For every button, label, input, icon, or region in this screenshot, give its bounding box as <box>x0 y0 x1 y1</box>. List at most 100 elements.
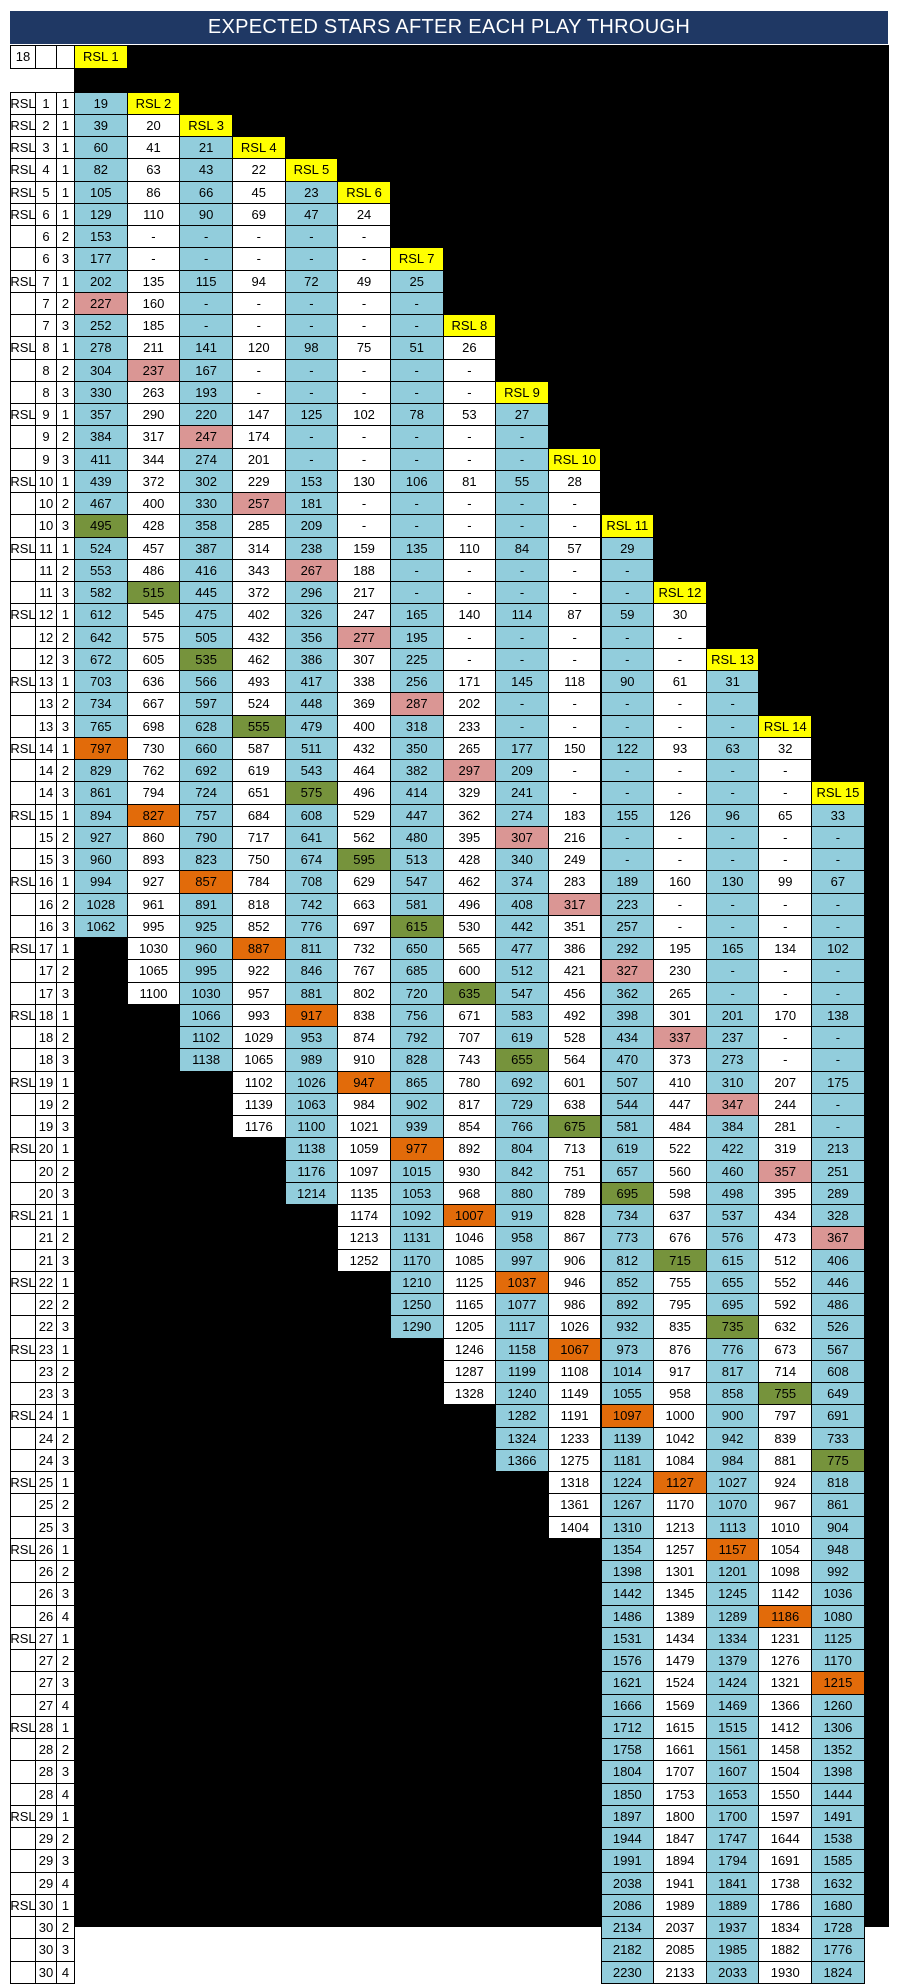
level-cell: 30 <box>35 1938 57 1962</box>
value-cell: 340 <box>495 848 549 872</box>
rsl-marker-cell <box>10 291 36 315</box>
level-cell: 26 <box>35 1537 57 1561</box>
value-cell: 529 <box>337 803 391 827</box>
value-cell: 881 <box>758 1448 813 1472</box>
value-cell: 237 <box>705 1026 760 1050</box>
level-cell: 25 <box>35 1515 57 1539</box>
value-cell: 724 <box>179 781 233 805</box>
level-cell: 30 <box>35 1893 57 1917</box>
play-cell: 3 <box>56 781 75 805</box>
value-cell: 467 <box>74 492 128 516</box>
value-cell: 638 <box>547 1092 602 1116</box>
value-cell: 432 <box>231 625 286 649</box>
value-cell: 904 <box>811 1515 865 1539</box>
column-header-rsl-12: RSL 12 <box>653 581 707 605</box>
value-cell: 789 <box>547 1181 602 1205</box>
value-cell: 1170 <box>653 1493 707 1517</box>
value-cell: 1014 <box>600 1359 655 1383</box>
value-cell: 21 <box>179 136 233 160</box>
value-cell: 1776 <box>811 1938 865 1962</box>
value-cell: 1210 <box>389 1270 444 1294</box>
value-cell: 408 <box>495 892 549 916</box>
value-cell: - <box>600 581 655 605</box>
value-cell: 552 <box>758 1270 813 1294</box>
value-cell: 1882 <box>758 1938 813 1962</box>
value-cell: 958 <box>495 1226 549 1250</box>
value-cell: 1097 <box>337 1159 391 1183</box>
value-cell: 874 <box>337 1026 391 1050</box>
value-cell: 170 <box>758 1003 813 1027</box>
value-cell: 134 <box>758 937 813 961</box>
value-cell: 1030 <box>179 981 233 1005</box>
level-cell: 27 <box>35 1626 57 1650</box>
value-cell: 1444 <box>811 1782 865 1806</box>
level-cell: 12 <box>35 603 57 627</box>
value-cell: - <box>811 914 865 938</box>
play-cell: 3 <box>56 447 75 471</box>
value-cell: 167 <box>179 358 233 382</box>
value-cell: 637 <box>653 1204 707 1228</box>
value-cell: 641 <box>284 825 339 849</box>
value-cell: 498 <box>705 1181 760 1205</box>
value-cell: 428 <box>442 848 497 872</box>
value-cell: 892 <box>600 1293 655 1317</box>
rsl-marker-cell <box>10 1671 36 1695</box>
stars-table: 18 RSL 1 RSL 2 RSL 3 RSL 4 RSL 5 RSL 6 RSL 7 RSL… <box>10 45 889 1984</box>
level-cell: 26 <box>35 1582 57 1606</box>
value-cell: 734 <box>600 1204 655 1228</box>
value-cell: - <box>547 714 602 738</box>
play-cell: 3 <box>56 981 75 1005</box>
column-header-rsl-3: RSL 3 <box>179 113 233 137</box>
value-cell: 1233 <box>547 1426 602 1450</box>
value-cell: - <box>600 692 655 716</box>
value-cell: 84 <box>495 536 549 560</box>
value-cell: 442 <box>495 914 549 938</box>
value-cell: - <box>495 647 549 671</box>
value-cell: - <box>547 558 602 582</box>
value-cell: - <box>442 492 497 516</box>
value-cell: 33 <box>811 803 865 827</box>
value-cell: - <box>811 1115 865 1139</box>
value-cell: - <box>705 781 760 805</box>
value-cell: - <box>758 914 813 938</box>
value-cell: 319 <box>758 1137 813 1161</box>
value-cell: 1728 <box>811 1916 865 1940</box>
play-cell: 1 <box>56 1270 75 1294</box>
column-header-rsl-15: RSL 15 <box>811 781 865 805</box>
value-cell: 1287 <box>442 1359 497 1383</box>
value-cell: 757 <box>179 803 233 827</box>
value-cell: 1246 <box>442 1337 497 1361</box>
value-cell: 153 <box>74 225 128 249</box>
play-cell: 3 <box>56 1382 75 1406</box>
column-header-rsl-4: RSL 4 <box>231 136 286 160</box>
value-cell: 876 <box>653 1337 707 1361</box>
level-cell: 8 <box>35 336 57 360</box>
highlight-orange-cell: 1097 <box>600 1404 655 1428</box>
value-cell: 818 <box>811 1471 865 1495</box>
value-cell: 290 <box>126 403 181 427</box>
value-cell: 150 <box>547 736 602 760</box>
value-cell: 1000 <box>653 1404 707 1428</box>
play-cell: 1 <box>56 136 75 160</box>
value-cell: - <box>547 781 602 805</box>
value-cell: 1794 <box>705 1849 760 1873</box>
level-cell: 6 <box>35 247 57 271</box>
level-cell: 5 <box>35 180 57 204</box>
value-cell: 927 <box>74 825 128 849</box>
play-cell: 4 <box>56 1960 75 1984</box>
value-cell: 314 <box>231 536 286 560</box>
value-cell: 1252 <box>337 1248 391 1272</box>
value-cell: 581 <box>600 1115 655 1139</box>
value-cell: 526 <box>811 1315 865 1339</box>
value-cell: 456 <box>547 981 602 1005</box>
value-cell: 201 <box>705 1003 760 1027</box>
play-cell: 2 <box>56 558 75 582</box>
value-cell: 1753 <box>653 1782 707 1806</box>
play-cell: 1 <box>56 469 75 493</box>
play-cell: 3 <box>56 1181 75 1205</box>
highlight-orange-cell: 947 <box>337 1070 391 1094</box>
play-cell: 3 <box>56 1582 75 1606</box>
value-cell: 852 <box>600 1270 655 1294</box>
value-cell: - <box>231 225 286 249</box>
highlight-pink-cell: 267 <box>284 558 339 582</box>
